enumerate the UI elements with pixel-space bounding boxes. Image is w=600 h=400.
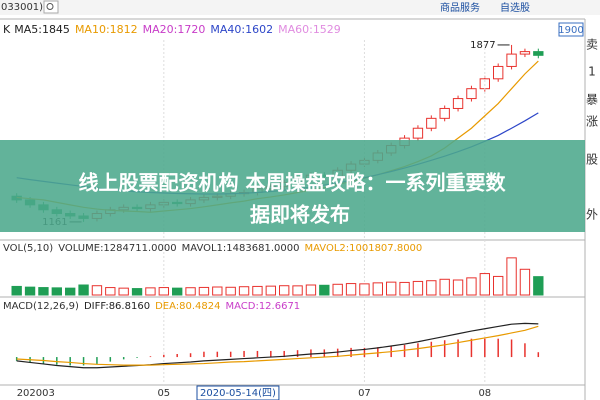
volume-bar [145,287,156,296]
volume-bar [212,286,223,296]
volume-bar [265,285,276,296]
sidebar-item[interactable]: 暴 [586,93,598,107]
search-button[interactable] [43,0,59,14]
volume-bar [372,282,383,296]
volume-bar [412,280,424,296]
volume-bar [426,280,437,296]
high-annotation: 1877 [470,40,495,51]
macd-label: DIFF:86.8160 [84,301,150,312]
volume-bar [38,287,49,296]
volume-bar [479,273,490,296]
banner-text: 线上股票配资机构 本周操盘攻略：一系列重要数 [79,171,507,195]
volume-bar [131,288,143,296]
stock-code: 033001) [1,2,43,13]
legend-entry: MA5:1845 [14,23,70,36]
volume-bar [24,286,36,296]
x-tick-label: 05 [157,388,170,399]
sidebar-item[interactable]: 1 [588,65,596,79]
volume-bar [238,286,250,296]
legend-entry: MA20:1720 [143,23,206,36]
candle-body [493,65,504,80]
search-icon [46,3,54,10]
volume-bar [452,279,464,296]
sidebar-item[interactable]: 外 [586,208,598,222]
candle-body [452,98,464,109]
cursor-box [196,385,280,400]
volume-bar [506,257,517,296]
cursor-date: 2020-05-14(四) [200,388,276,399]
volume-bar [359,283,370,296]
x-tick-label: 08 [478,388,491,399]
volume-bar [158,287,169,296]
volume-bar [519,268,531,296]
volume-bar [305,284,317,296]
macd-label: MACD(12,26,9) [3,301,79,312]
volume-bar [78,284,89,296]
diff-line [16,322,539,369]
price-box-label: 1900 [558,25,583,36]
news-banner[interactable] [0,140,585,232]
banner-text: 据即将发布 [250,203,350,227]
legend-prefix: K [3,23,11,36]
nav-item[interactable]: 自选股 [500,1,530,14]
candle-body [533,51,544,56]
volume-bar [118,287,129,296]
macd-label: DEA:80.4824 [155,301,220,312]
volume-bar [65,287,76,296]
volume-bar [185,287,196,296]
candle-body [426,117,437,129]
volume-bar [399,281,410,296]
volume-bar [345,283,357,296]
candle-body [519,51,531,55]
candle-body [506,53,517,67]
volume-bar [51,287,62,296]
volume-label: MAVOL1:1483681.0000 [182,243,300,254]
sidebar-item[interactable]: 股 [586,153,598,167]
volume-bar [292,285,303,296]
volume-bar [439,278,450,296]
volume-label: VOLUME:1284711.0000 [58,243,176,254]
price-box [558,22,584,37]
volume-bar [225,286,236,296]
legend-entry: MA40:1602 [210,23,273,36]
volume-bar [198,286,210,296]
legend-entry: MA60:1529 [278,23,341,36]
volume-label: VOL(5,10) [3,243,53,254]
volume-bar [386,281,397,296]
volume-bar [11,285,22,296]
dea-line [16,325,539,366]
volume-bar [319,284,330,296]
sidebar-item[interactable]: 卖 [586,38,598,52]
candle-body [439,107,450,119]
candle-body [412,127,424,139]
volume-bar [279,285,290,296]
x-tick-label: 202003 [17,388,55,399]
macd-label: MACD:12.6671 [225,301,300,312]
volume-bar [466,277,477,296]
volume-bar [105,287,116,296]
top-bar [0,0,600,15]
volume-bar [332,283,343,296]
volume-label: MAVOL2:1001807.8000 [304,243,422,254]
volume-bar [252,285,263,296]
x-tick-label: 07 [358,388,371,399]
nav-item[interactable]: 商品服务 [440,1,480,14]
legend-entry: MA10:1812 [75,23,138,36]
volume-bar [533,276,544,296]
candle-body [466,88,477,100]
volume-bar [493,275,504,296]
volume-bar [91,285,103,296]
volume-bar [172,287,183,296]
sidebar-item[interactable]: 涨 [586,114,598,129]
